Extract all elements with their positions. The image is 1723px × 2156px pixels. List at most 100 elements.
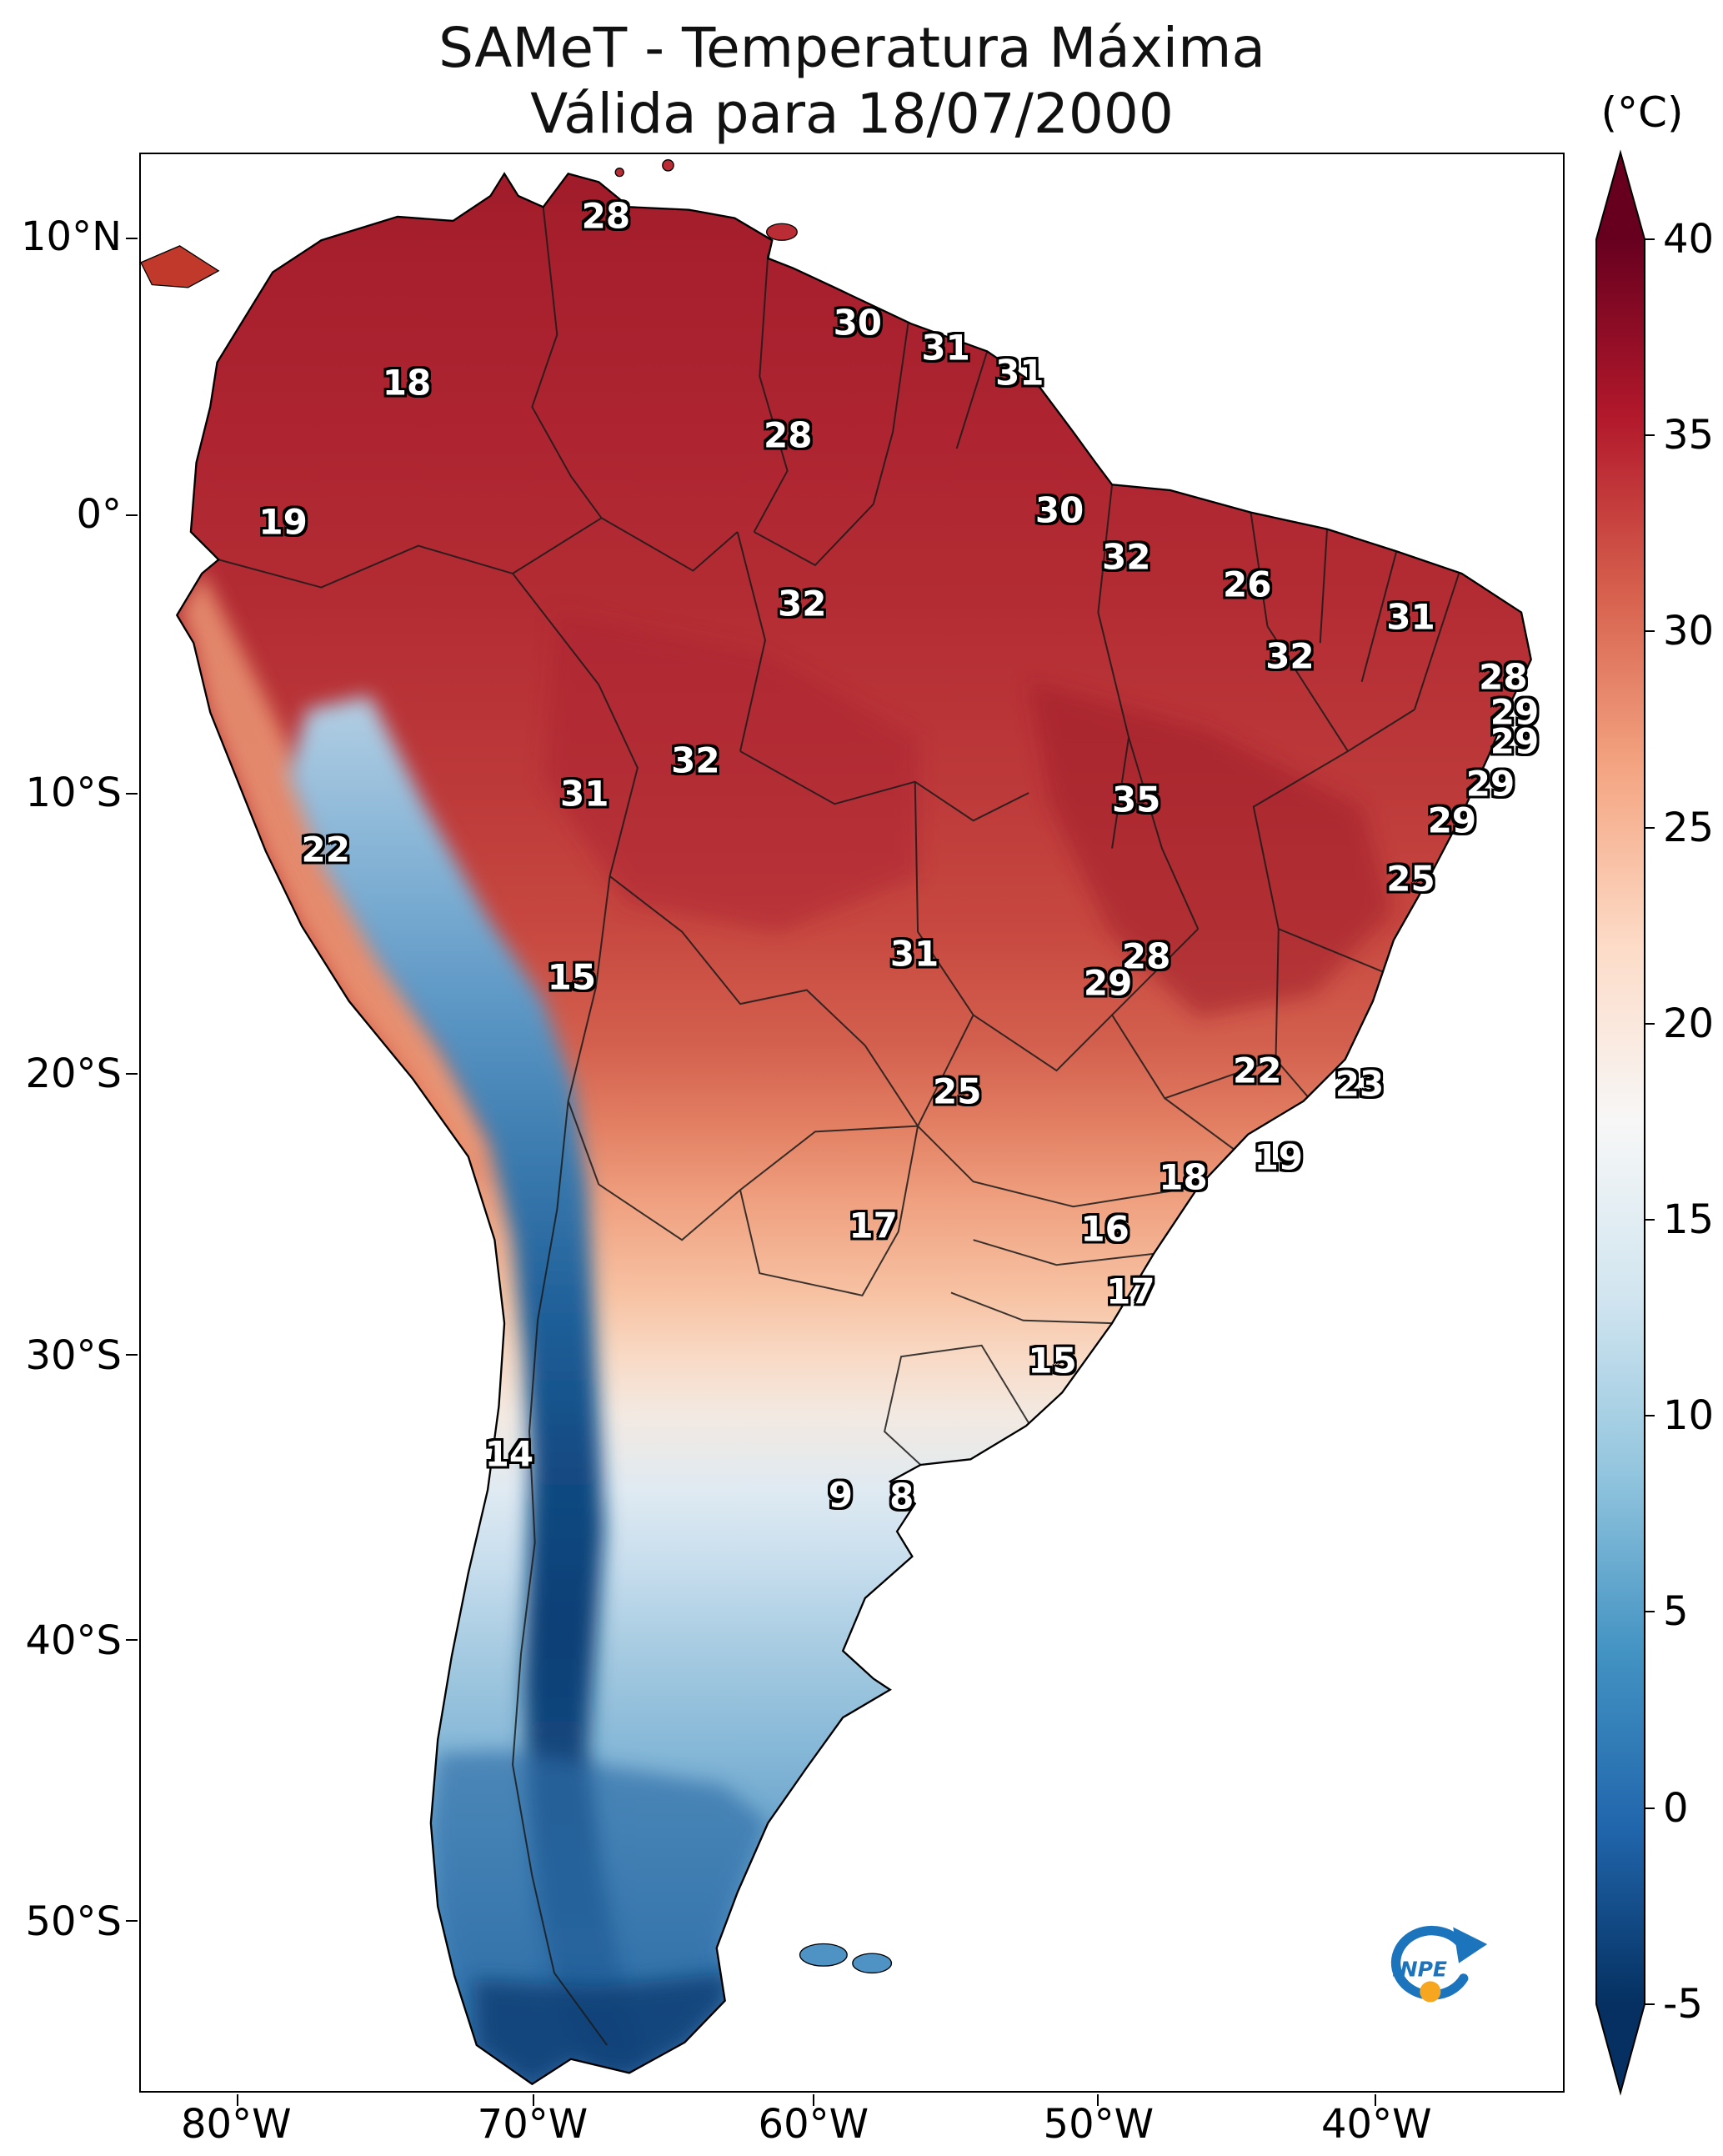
- falkland-island-west: [799, 1943, 848, 1967]
- inpe-logo-swoosh: [1390, 1925, 1469, 2000]
- y-tick-mark: [126, 237, 138, 239]
- y-tick-label: 40°S: [25, 1617, 122, 1664]
- x-axis: 80°W 70°W 60°W 50°W 40°W: [139, 2101, 1565, 2153]
- x-tick-label: 50°W: [1043, 2101, 1155, 2148]
- y-tick-label: 50°S: [25, 1898, 122, 1946]
- temp-value-label: 16: [1080, 1208, 1129, 1250]
- colorbar-tick-label: 10: [1663, 1392, 1715, 1440]
- caribbean-island: [614, 167, 624, 178]
- temp-value-label: 19: [258, 501, 308, 543]
- inpe-logo-text: INPE: [1392, 1958, 1447, 1982]
- x-tick-mark: [1097, 2094, 1099, 2106]
- temp-value-label: 30: [833, 302, 883, 343]
- colorbar-tick-label: 20: [1663, 1000, 1715, 1047]
- temp-value-label: 25: [1386, 858, 1435, 900]
- colorbar-tick-mark: [1645, 1807, 1655, 1809]
- colorbar-tick-label: 35: [1663, 412, 1715, 459]
- hot-patch-west-amazon: [543, 612, 919, 932]
- temp-value-label: 30: [1034, 489, 1084, 531]
- temp-value-label: 31: [889, 933, 939, 975]
- temp-value-label: 25: [933, 1070, 982, 1112]
- colorbar-tick-mark: [1645, 2003, 1655, 2005]
- colorbar-tick-mark: [1645, 1611, 1655, 1613]
- y-tick-label: 10°N: [21, 213, 122, 260]
- temp-value-label: 17: [1106, 1271, 1155, 1312]
- temp-value-label: 14: [484, 1433, 534, 1475]
- colorbar-tick-mark: [1645, 238, 1655, 241]
- y-tick-mark: [126, 1354, 138, 1356]
- temp-value-label: 15: [1028, 1340, 1077, 1381]
- colorbar-unit-label: (°C): [1600, 88, 1684, 137]
- colorbar-tick-label: 15: [1663, 1196, 1715, 1244]
- title-line1: SAMeT - Temperatura Máxima: [438, 16, 1265, 80]
- hot-patch-central-brazil: [1029, 681, 1393, 1018]
- temp-value-label: 18: [1159, 1156, 1208, 1198]
- south-america-temperature-map: [141, 158, 1532, 2085]
- country-state-borders: [218, 207, 1460, 2046]
- temp-value-label: 29: [1465, 763, 1515, 805]
- temp-value-label: 31: [1386, 596, 1435, 638]
- colorbar-gradient: [1595, 149, 1645, 2096]
- x-tick-mark: [1374, 2094, 1376, 2106]
- temp-value-label: 17: [849, 1205, 898, 1246]
- x-tick-label: 40°W: [1320, 2101, 1432, 2148]
- colorbar-tick-label: 40: [1663, 216, 1715, 263]
- colorbar-tick-mark: [1645, 1022, 1655, 1025]
- colorbar-tick-mark: [1645, 434, 1655, 437]
- temp-value-label: 32: [671, 740, 720, 781]
- temp-value-label: 8: [889, 1476, 914, 1517]
- y-tick-label: 20°S: [25, 1050, 122, 1098]
- temp-value-label: 35: [1111, 779, 1161, 820]
- colorbar-labels: 40 35 30 25 20 15 10 5 0 -5: [1663, 153, 1723, 2093]
- temp-value-label: 29: [1490, 720, 1540, 762]
- temp-value-label: 32: [778, 583, 827, 624]
- temp-value-label: 32: [1265, 635, 1315, 677]
- y-axis: 10°N 0° 10°S 20°S 30°S 40°S 50°S: [0, 153, 122, 2093]
- temp-value-label: 26: [1223, 564, 1272, 605]
- temp-value-label: 23: [1335, 1063, 1385, 1105]
- y-tick-mark: [126, 1638, 138, 1641]
- colorbar-tick-mark: [1645, 1415, 1655, 1417]
- colorbar-tick-label: 0: [1663, 1784, 1689, 1832]
- temp-value-label: 19: [1254, 1136, 1304, 1178]
- inpe-logo: INPE: [1370, 1922, 1493, 2015]
- figure-title: SAMeT - Temperatura Máxima Válida para 1…: [139, 15, 1565, 147]
- temp-value-label: 32: [1102, 536, 1151, 578]
- x-tick-mark: [237, 2094, 238, 2106]
- temp-value-label: 29: [1490, 691, 1540, 733]
- y-tick-mark: [126, 1919, 138, 1922]
- colorbar-tick-mark: [1645, 1219, 1655, 1221]
- y-tick-label: 10°S: [25, 769, 122, 816]
- temp-value-label: 22: [301, 829, 350, 870]
- colorbar-tick-label: 5: [1663, 1588, 1689, 1636]
- temp-value-label: 31: [560, 773, 609, 815]
- temp-value-label: 28: [581, 195, 631, 237]
- y-tick-mark: [126, 514, 138, 517]
- inpe-logo-orange-dot: [1420, 1981, 1441, 2003]
- temp-value-label: 18: [382, 362, 432, 404]
- colorbar-tick-label: -5: [1663, 1980, 1703, 2028]
- temp-value-label: 28: [763, 414, 813, 456]
- temp-value-label: 31: [995, 352, 1044, 394]
- colorbar-tick-label: 30: [1663, 608, 1715, 655]
- x-tick-label: 70°W: [477, 2101, 589, 2148]
- panama-isthmus: [141, 245, 220, 288]
- colorbar-tick-mark: [1645, 826, 1655, 829]
- islands: [141, 158, 893, 1974]
- y-tick-mark: [126, 1073, 138, 1075]
- temp-value-label: 29: [1083, 962, 1133, 1004]
- temp-value-label: 28: [1479, 656, 1528, 698]
- temp-value-label: 9: [828, 1474, 853, 1516]
- y-tick-mark: [126, 792, 138, 795]
- inpe-logo-arrowhead: [1453, 1927, 1488, 1963]
- deep-south-cold-overlay: [473, 1973, 731, 2084]
- falkland-island-east: [852, 1953, 893, 1974]
- colorbar-tick-mark: [1645, 630, 1655, 633]
- x-tick-label: 60°W: [758, 2101, 869, 2148]
- temp-value-label: 28: [1121, 935, 1171, 977]
- y-tick-label: 30°S: [25, 1331, 122, 1379]
- temp-value-label: 31: [921, 327, 970, 369]
- x-tick-label: 80°W: [180, 2101, 292, 2148]
- colorbar: [1595, 149, 1655, 2096]
- caribbean-island: [662, 158, 674, 172]
